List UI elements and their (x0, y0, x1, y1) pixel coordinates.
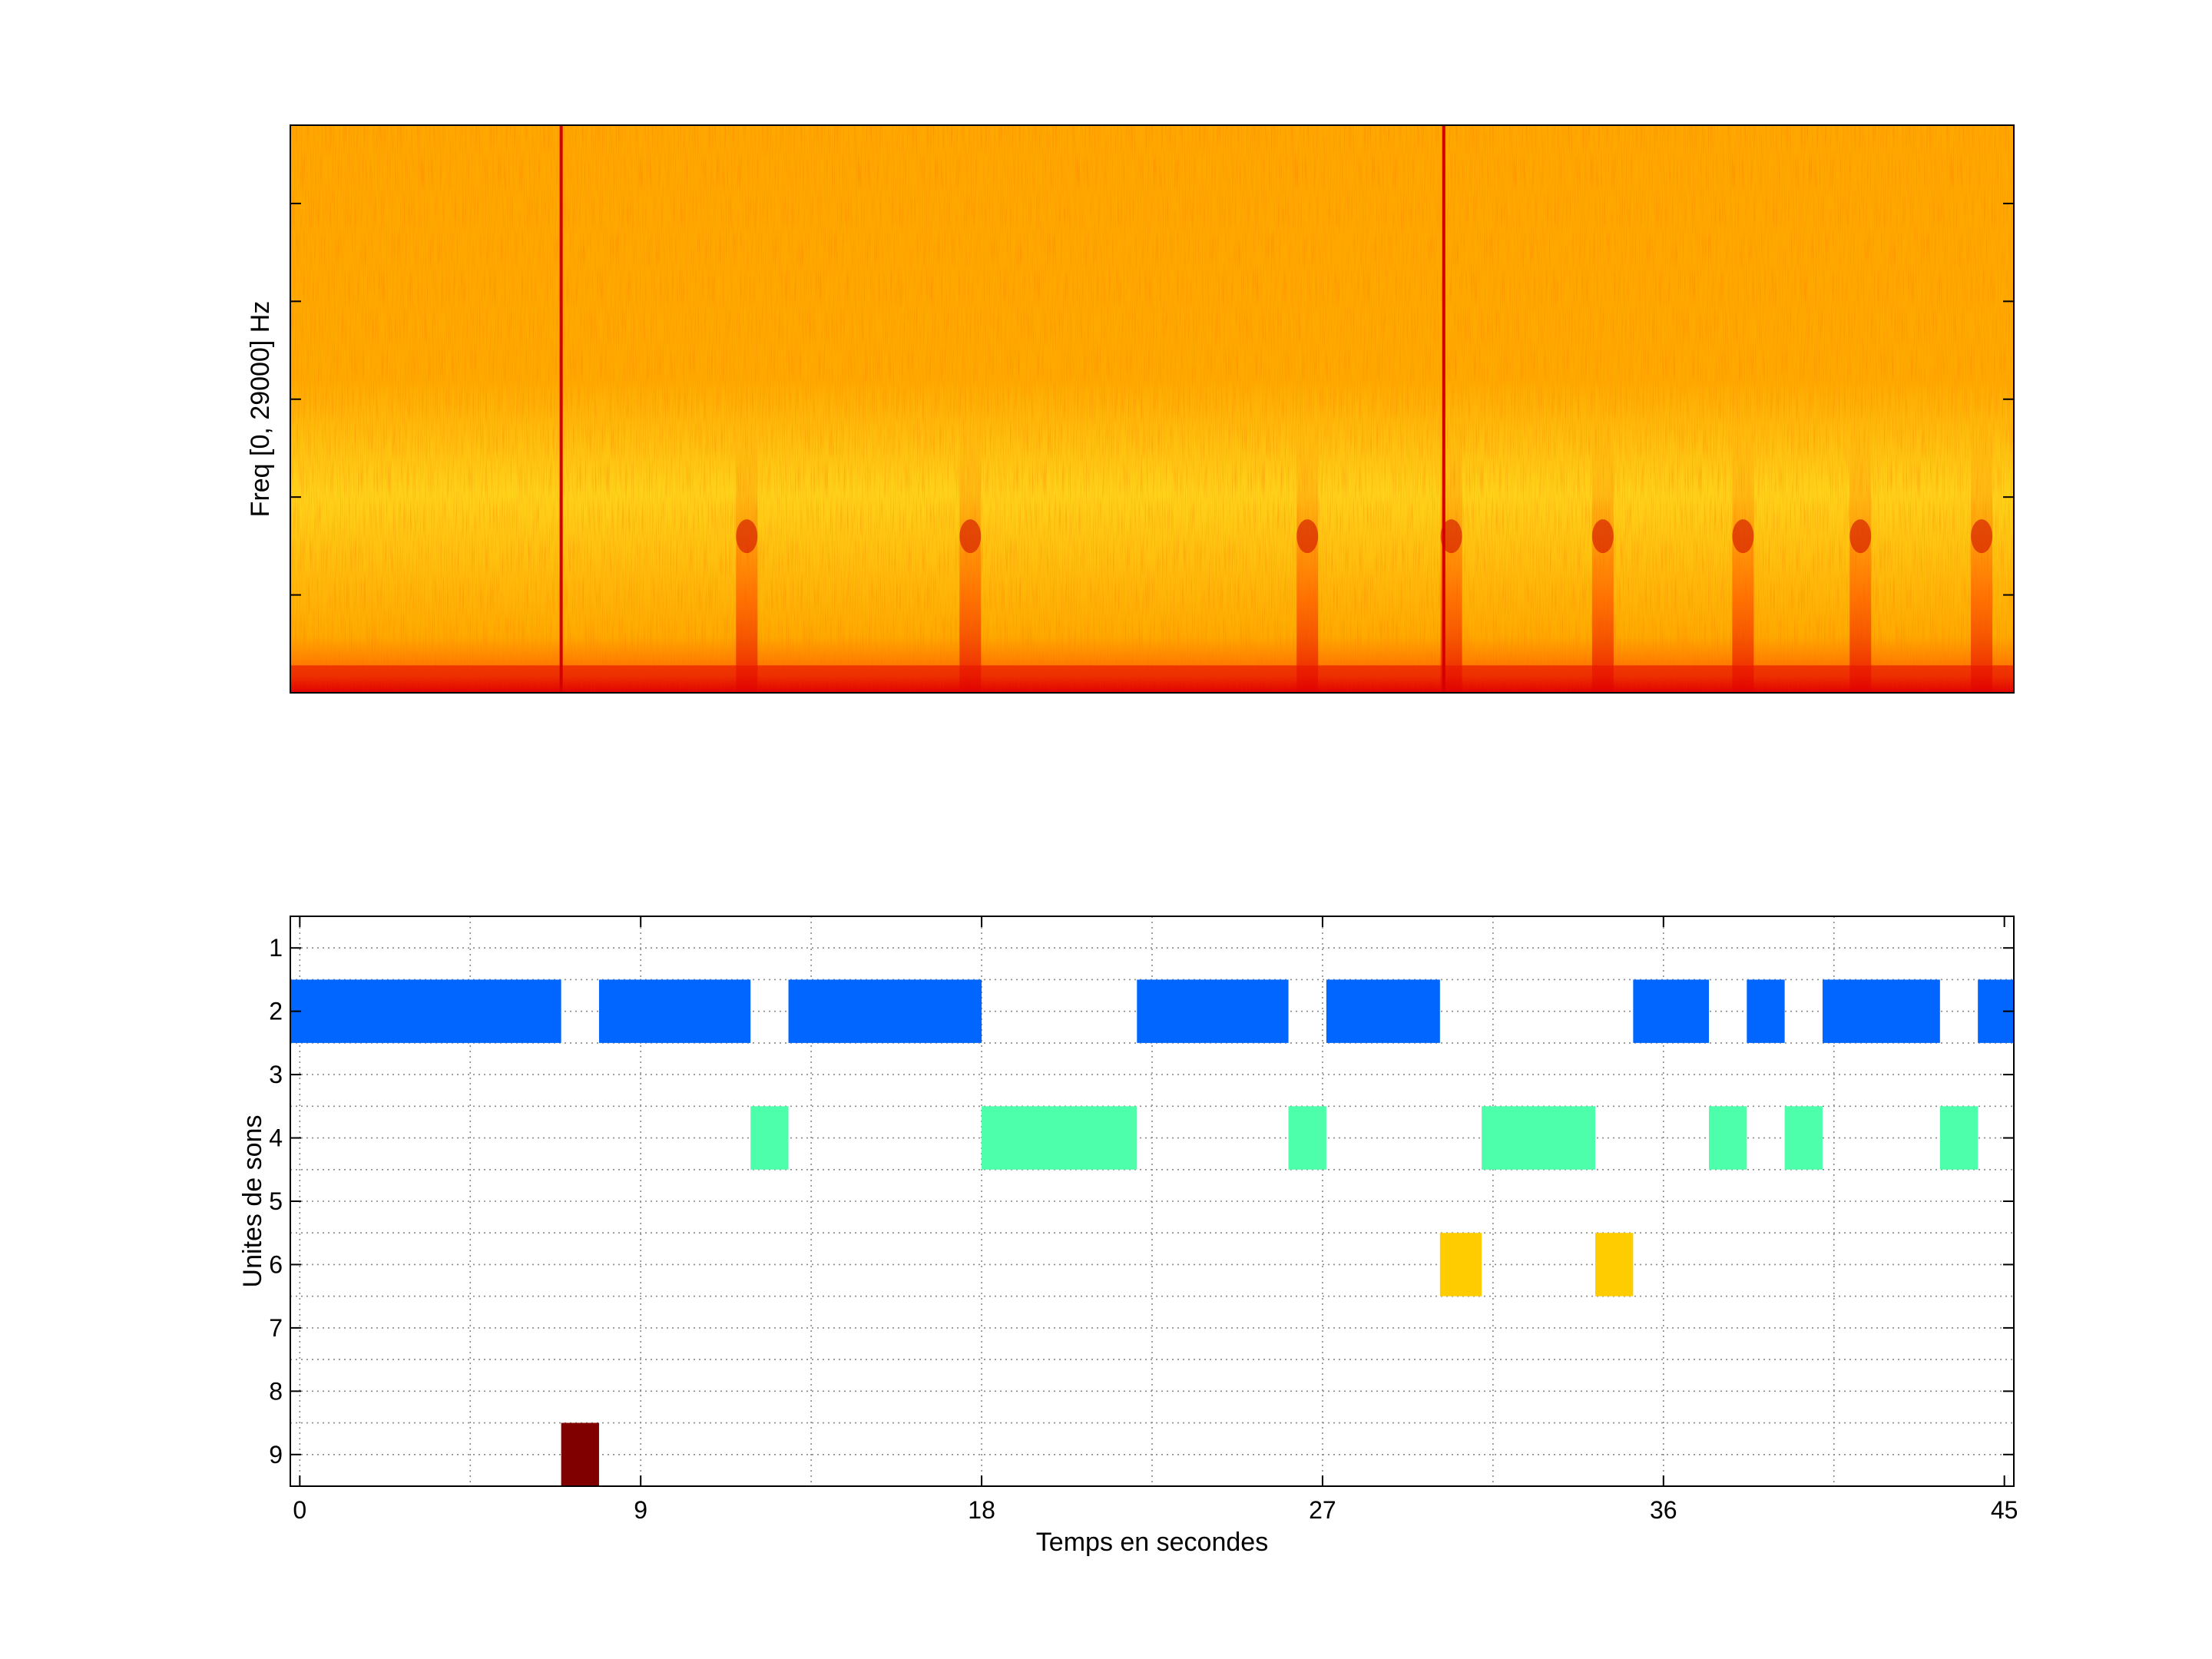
spectrogram-vertical-line (559, 125, 563, 693)
spectrogram-burst (959, 419, 982, 693)
sound-unit-4-segment (1939, 1106, 1979, 1170)
spectrogram-burst-core (736, 519, 758, 554)
spectrogram-burst (1849, 419, 1872, 693)
timeline-x-tick-labels: 0 9 18 27 36 45 (293, 1496, 2018, 1524)
spectrogram-texture (290, 125, 2014, 693)
sound-unit-2-segment (290, 979, 561, 1043)
spectrogram-burst (736, 419, 758, 693)
timeline-y-tick-label: 6 (269, 1250, 283, 1278)
timeline-x-tick-label: 45 (1991, 1496, 2018, 1524)
spectrogram-burst-core (959, 519, 982, 554)
sound-unit-4-segment (750, 1106, 789, 1170)
spectrogram-burst-core (1971, 519, 1993, 554)
spectrogram-burst-core (1732, 519, 1754, 554)
sound-unit-4-segment (1784, 1106, 1823, 1170)
sound-unit-2-segment (1822, 979, 1940, 1043)
sound-unit-4-segment (1708, 1106, 1747, 1170)
sound-unit-6-segment (1595, 1233, 1634, 1296)
sound-unit-2-segment (1326, 979, 1440, 1043)
spectrogram-burst (1591, 419, 1614, 693)
timeline-y-tick-label: 9 (269, 1441, 283, 1469)
timeline-x-tick-label: 36 (1650, 1496, 1677, 1524)
timeline-ticks (290, 916, 2014, 1486)
timeline-x-tick-label: 27 (1309, 1496, 1336, 1524)
timeline-y-axis-title: Unites de sons (238, 1115, 267, 1288)
sound-unit-4-segment (1288, 1106, 1326, 1170)
sound-unit-2-segment (1633, 979, 1709, 1043)
timeline-x-axis-title: Temps en secondes (1036, 1528, 1268, 1557)
timeline-y-tick-label: 3 (269, 1061, 283, 1088)
timeline-y-tick-labels: 1 2 3 4 5 6 7 8 9 (269, 934, 283, 1469)
spectrogram-burst (1971, 419, 1993, 693)
spectrogram-panel: Freq [0, 29000] Hz (246, 124, 2015, 694)
timeline-x-tick-label: 9 (634, 1496, 647, 1524)
spectrogram-axes-frame (290, 124, 2015, 694)
spectrogram-burst (1732, 419, 1754, 693)
spectrogram-image (290, 125, 2014, 693)
sound-unit-2-segment (598, 979, 751, 1043)
timeline-y-tick-label: 2 (269, 998, 283, 1025)
sound-unit-2-segment (1137, 979, 1289, 1043)
spectrogram-burst-core (1296, 519, 1319, 554)
sound-unit-2-segment (1747, 979, 1785, 1043)
spectrogram-burst-core (1591, 519, 1614, 554)
sound-unit-6-segment (1439, 1233, 1482, 1296)
sound-unit-9-segment (561, 1422, 599, 1486)
spectrogram-vertical-line (1442, 125, 1445, 693)
spectrogram-burst-core (1440, 519, 1462, 554)
timeline-x-tick-label: 18 (968, 1496, 995, 1524)
spectrogram-low-band (290, 665, 2014, 693)
spectrogram-y-axis-title: Freq [0, 29000] Hz (246, 301, 275, 518)
spectrogram-burst (1296, 419, 1319, 693)
sound-unit-2-segment (788, 979, 982, 1043)
sound-unit-4-segment (982, 1106, 1137, 1170)
timeline-y-tick-label: 1 (269, 934, 283, 962)
timeline-segments (290, 979, 2014, 1486)
timeline-y-tick-label: 4 (269, 1124, 283, 1152)
timeline-y-tick-label: 5 (269, 1187, 283, 1215)
spectrogram-burst-core (1849, 519, 1872, 554)
sound-unit-4-segment (1482, 1106, 1596, 1170)
timeline-x-tick-label: 0 (293, 1496, 306, 1524)
timeline-y-tick-label: 7 (269, 1314, 283, 1342)
spectrogram-y-ticks (290, 202, 2014, 596)
timeline-y-tick-label: 8 (269, 1377, 283, 1405)
